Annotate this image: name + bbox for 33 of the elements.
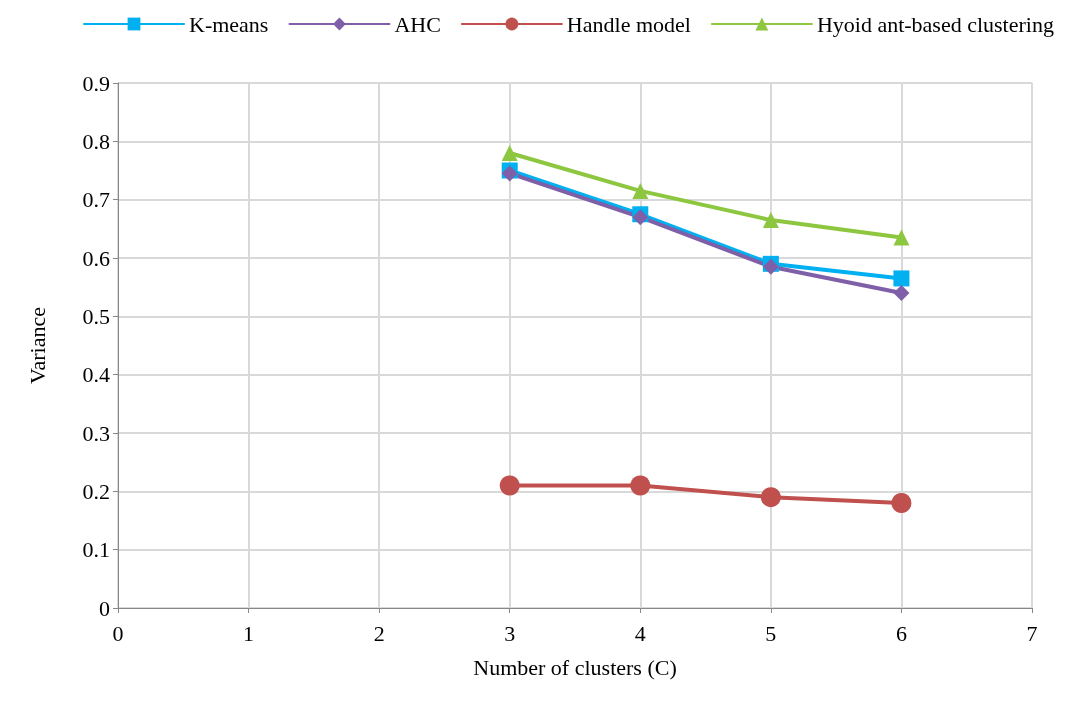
point xyxy=(632,182,649,199)
x-tick-label: 4 xyxy=(634,620,646,646)
point xyxy=(760,487,781,508)
point xyxy=(893,270,910,287)
x-tick-label: 7 xyxy=(1026,620,1038,646)
point xyxy=(893,285,910,301)
legend-label: Hyoid ant-based clustering xyxy=(816,11,1054,37)
y-tick-label: 0.6 xyxy=(82,245,110,271)
x-tick-label: 3 xyxy=(504,620,516,646)
legend-label: AHC xyxy=(394,11,441,37)
y-tick-label: 0.2 xyxy=(82,478,110,504)
y-axis-title: Variance xyxy=(24,307,50,384)
legend-label: K-means xyxy=(189,11,269,37)
y-tick-label: 0.9 xyxy=(82,70,110,96)
point xyxy=(501,145,518,161)
x-tick-label: 1 xyxy=(243,620,255,646)
y-tick-label: 0.7 xyxy=(82,187,110,213)
point xyxy=(499,475,520,496)
y-tick-label: 0 xyxy=(99,595,110,621)
y-tick-label: 0.5 xyxy=(82,303,110,329)
y-tick-label: 0.3 xyxy=(82,420,110,446)
point xyxy=(891,493,912,513)
x-tick-label: 2 xyxy=(373,620,385,646)
x-tick-label: 5 xyxy=(765,620,777,646)
point xyxy=(893,229,910,246)
y-tick-label: 0.8 xyxy=(82,128,110,154)
x-axis-title: Number of clusters (C) xyxy=(473,654,677,680)
point xyxy=(630,475,651,496)
y-tick-label: 0.1 xyxy=(82,537,110,563)
legend-label: Handle model xyxy=(566,11,691,37)
point xyxy=(762,212,779,229)
x-tick-label: 6 xyxy=(895,620,907,646)
y-tick-label: 0.4 xyxy=(82,362,110,388)
